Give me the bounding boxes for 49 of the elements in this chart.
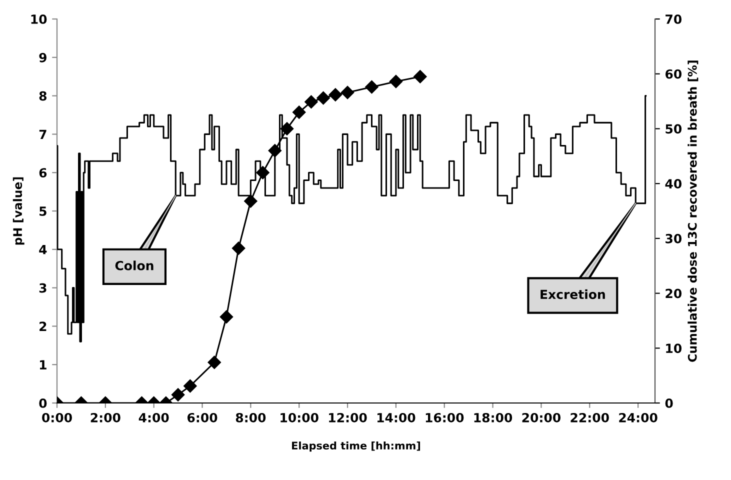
x-tick-label: 14:00 (377, 412, 416, 422)
y-tick-label: 3 (39, 283, 46, 293)
x-tick-label: 8:00 (236, 412, 266, 422)
y-tick-label: 5 (40, 206, 46, 216)
x-tick-label: 18:00 (474, 412, 512, 422)
y2-tick-label: 20 (666, 288, 682, 298)
point (389, 74, 403, 88)
y2-tick-label: 10 (666, 344, 682, 354)
point (340, 86, 354, 100)
y-tick-label: 7 (39, 130, 46, 139)
x-tick-label: 24:00 (619, 412, 658, 422)
y-tick-label: 10 (31, 14, 47, 24)
point (304, 95, 318, 108)
y-axis-title: pH [value] (12, 177, 24, 245)
x-tick-label: 12:00 (329, 412, 367, 422)
point (316, 91, 330, 105)
y-tick-label: 0 (39, 398, 47, 408)
point (244, 194, 258, 208)
y2-tick-label: 0 (665, 398, 673, 408)
point (328, 88, 342, 102)
x-tick-label: 16:00 (426, 412, 464, 422)
x-tick-label: 10:00 (280, 412, 318, 422)
y-tick-label: 2 (40, 322, 46, 331)
point (280, 122, 294, 136)
y2-tick-label: 30 (666, 234, 682, 244)
y2-tick-label: 60 (666, 69, 682, 79)
x-tick-label: 22:00 (570, 412, 609, 422)
x-tick-label: 6:00 (187, 412, 218, 422)
point (414, 70, 427, 84)
y2-tick-label: 70 (666, 14, 682, 24)
point (292, 106, 306, 119)
y2-axis-title: Cumulative dose 13C recovered in breath [%] (688, 60, 698, 362)
point (365, 80, 378, 94)
y-tick-label: 4 (39, 245, 47, 254)
y-tick-label: 6 (39, 168, 47, 178)
annotation: Excretion (540, 289, 605, 300)
x-tick-label: 4:00 (138, 412, 169, 422)
annotation: Colon (115, 260, 154, 270)
x-tick-label: 20:00 (522, 412, 561, 422)
y-tick-label: 9 (39, 52, 46, 62)
x-axis-title: Elapsed time [hh:mm] (292, 441, 420, 452)
y-tick-label: 1 (40, 360, 46, 370)
y2-tick-label: 50 (666, 124, 682, 134)
y2-tick-label: 40 (665, 179, 682, 188)
x-tick-label: 2:00 (90, 412, 120, 422)
x-tick-label: 0:00 (42, 412, 72, 422)
y-tick-label: 8 (39, 91, 46, 101)
point (256, 166, 270, 180)
point (268, 144, 282, 158)
